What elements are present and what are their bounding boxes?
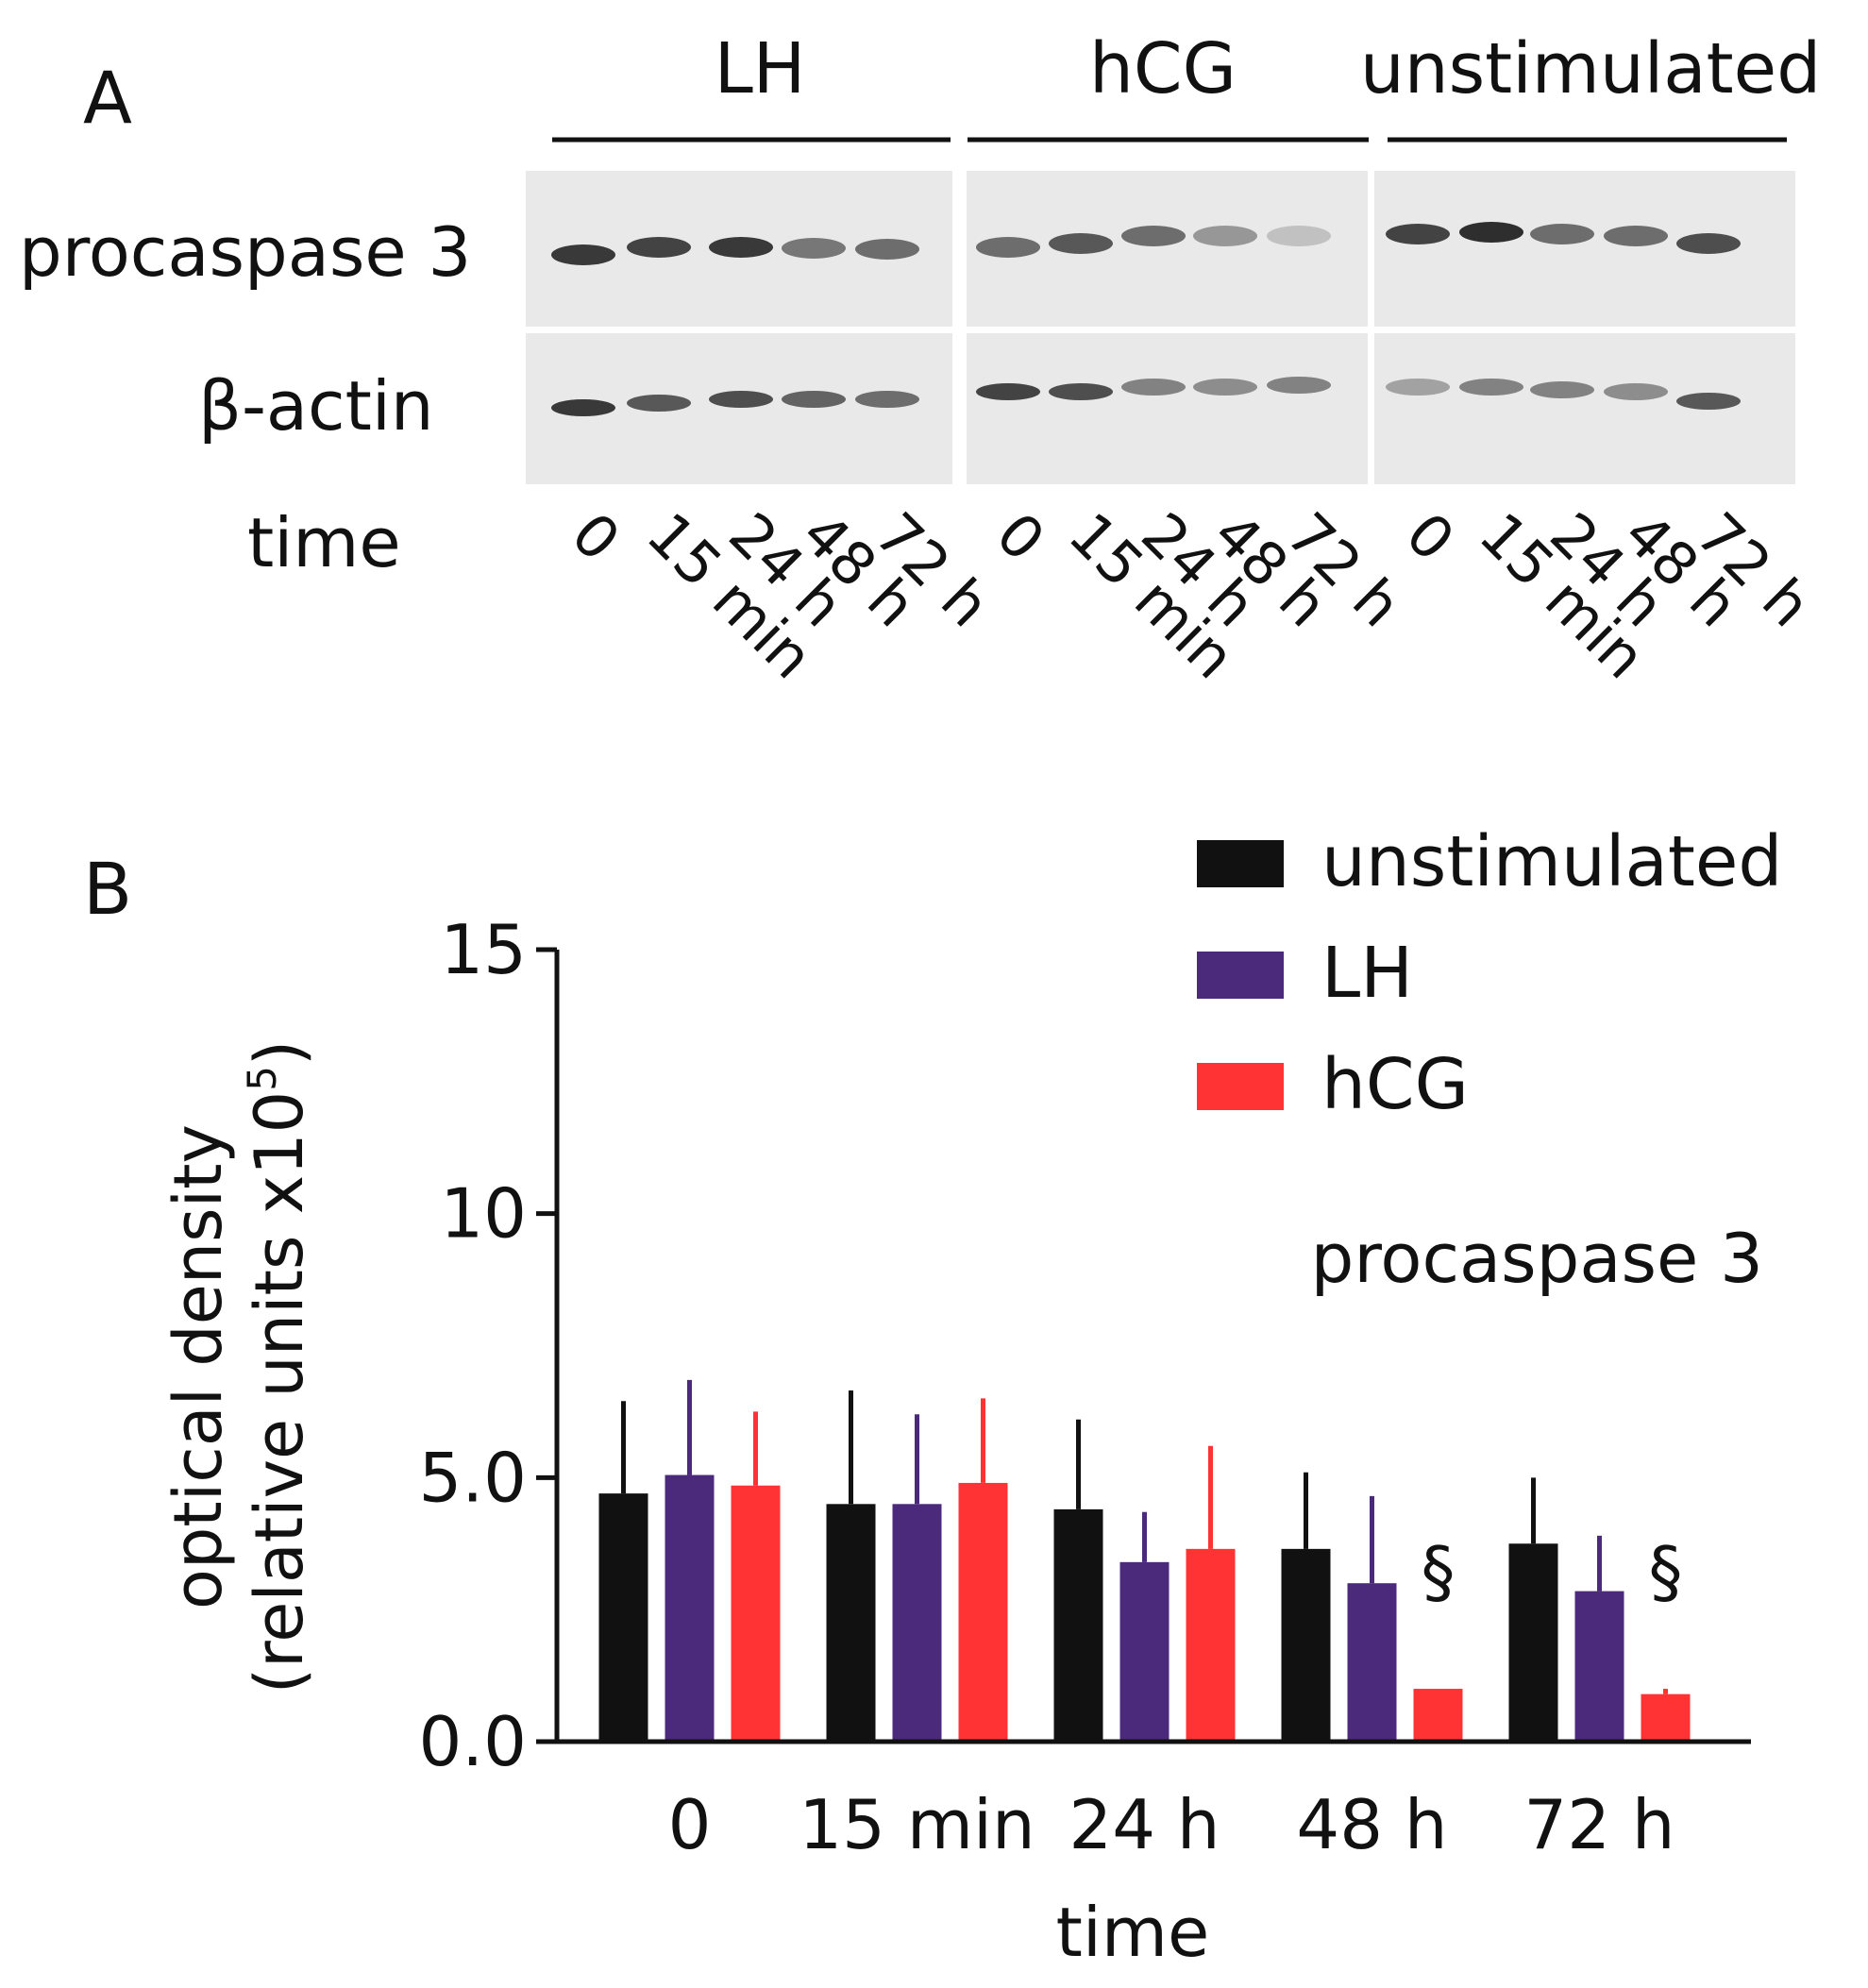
actin-band [782,391,846,408]
y-tick-label: 0.0 [418,1702,527,1781]
procaspase-band [1530,224,1594,244]
actin-band [855,391,919,408]
bar [598,1493,648,1742]
lane-label: 0 [558,499,633,575]
legend-label: LH [1321,933,1413,1014]
blot-membranes [526,171,1795,484]
bar [892,1504,942,1742]
bar [958,1482,1008,1742]
procaspase-band [782,238,846,259]
y-axis-title-line1: optical density [160,1124,237,1609]
y-axis-title-text: (relative units x10 [241,1091,318,1693]
panel-b-label: B [83,847,132,931]
procaspase-band [1121,226,1186,246]
procaspase-band [709,237,773,258]
x-tick-label: 15 min [799,1785,1035,1864]
y-axis-title: optical density (relative units x105) [160,1040,318,1694]
significance-marker: § [1649,1532,1683,1611]
procaspase-band [1193,226,1257,246]
group-headers: LH hCG unstimulated [552,28,1821,143]
actin-band [709,391,773,408]
actin-band [1267,377,1331,394]
actin-band [1459,379,1523,396]
x-tick-label: 72 h [1523,1785,1674,1864]
y-axis: 0.0 5.0 10 15 [418,910,560,1781]
group-label-unstimulated: unstimulated [1360,28,1821,110]
bar [1119,1561,1170,1742]
x-tick-label: 24 h [1069,1785,1220,1864]
bar [1186,1548,1236,1742]
bar [1574,1591,1624,1742]
panel-b: B optical density (relative units x105) … [83,821,1782,1972]
procaspase-band [976,237,1040,258]
y-axis-title-close: ) [241,1040,318,1066]
x-axis-title: time [1056,1893,1210,1972]
legend-swatch [1197,840,1284,887]
y-tick-label: 5.0 [418,1438,527,1517]
y-axis-title-superscript: 5 [239,1066,285,1091]
actin-band [1193,379,1257,396]
procaspase-band [1386,224,1450,244]
actin-band [551,399,615,416]
procaspase-band [1604,226,1668,246]
legend: unstimulated LH hCG [1197,821,1782,1125]
procaspase-band [1459,222,1523,243]
procaspase-band [1267,226,1331,246]
bar [1347,1583,1397,1742]
legend-swatch [1197,1063,1284,1110]
blot-actin-hcg [967,333,1368,484]
procaspase-band [551,244,615,265]
panel-a-label: A [83,56,132,140]
row-label-time: time [247,503,401,582]
panel-a: A LH hCG unstimulated procaspase 3 β-act… [19,28,1825,692]
lane-label: 0 [983,499,1058,575]
procaspase-band [627,237,691,258]
actin-band [1676,393,1741,410]
bars: § § [598,1379,1691,1742]
y-tick-label: 15 [440,910,527,989]
row-label-procaspase: procaspase 3 [19,212,471,292]
actin-band [1049,383,1113,400]
procaspase-band [855,239,919,260]
bar [1413,1689,1463,1742]
legend-label: hCG [1321,1044,1469,1125]
bar [1053,1508,1103,1742]
x-tick-label: 48 h [1296,1785,1447,1864]
lane-label: 0 [1392,499,1468,575]
actin-band [1530,381,1594,398]
bar [731,1485,781,1742]
legend-swatch [1197,952,1284,999]
row-label-actin: β-actin [198,366,434,446]
group-label-lh: LH [715,28,806,110]
actin-band [627,395,691,412]
actin-band [1604,383,1668,400]
legend-label: unstimulated [1321,821,1782,902]
y-tick-label: 10 [440,1174,527,1254]
bar [1281,1548,1331,1742]
bar [1508,1543,1558,1742]
bar [665,1474,715,1742]
actin-band [1121,379,1186,396]
bar [1641,1693,1691,1742]
y-axis-title-line2: (relative units x105) [239,1040,318,1694]
chart-annotation: procaspase 3 [1311,1219,1763,1298]
procaspase-band [1049,233,1113,254]
actin-band [976,383,1040,400]
group-label-hcg: hCG [1089,28,1237,110]
bar [826,1504,876,1742]
x-tick-label: 0 [668,1785,712,1864]
significance-marker: § [1422,1532,1456,1611]
x-axis: 0 15 min 24 h 48 h 72 h [557,1739,1751,1864]
blot-actin-unstimulated [1374,333,1795,484]
actin-band [1386,379,1450,396]
procaspase-band [1676,233,1741,254]
blot-bands [551,222,1741,416]
